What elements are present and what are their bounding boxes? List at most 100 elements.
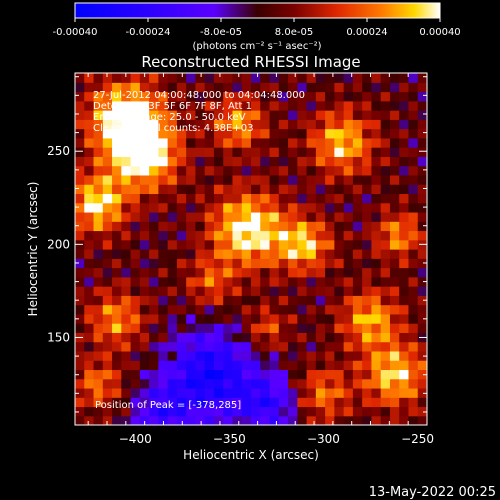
heatmap-cell bbox=[260, 286, 271, 296]
heatmap-cell bbox=[213, 73, 224, 83]
heatmap-cell bbox=[102, 415, 113, 425]
heatmap-cell bbox=[102, 267, 113, 278]
annotation-counts: Clean Total counts: 4.38E+03 bbox=[93, 123, 253, 134]
heatmap-cell bbox=[278, 304, 289, 315]
heatmap-cell bbox=[186, 110, 197, 120]
heatmap-cell bbox=[121, 82, 132, 93]
heatmap-cell bbox=[102, 230, 113, 241]
heatmap-cell bbox=[195, 128, 206, 139]
heatmap-cell bbox=[417, 406, 427, 417]
heatmap-cell bbox=[362, 387, 373, 398]
heatmap-cell bbox=[389, 147, 400, 157]
heatmap-cell bbox=[389, 341, 400, 352]
heatmap-cell bbox=[167, 211, 178, 222]
heatmap-cell bbox=[343, 202, 354, 213]
heatmap-cell bbox=[121, 276, 132, 287]
heatmap-cell bbox=[213, 156, 224, 167]
heatmap-cell bbox=[223, 286, 234, 296]
heatmap-cell bbox=[121, 147, 132, 157]
heatmap-cell bbox=[186, 267, 197, 278]
heatmap-cell bbox=[297, 82, 308, 93]
heatmap-cell bbox=[139, 341, 150, 352]
heatmap-cell bbox=[389, 397, 400, 408]
heatmap-cell bbox=[269, 193, 280, 204]
heatmap-cell bbox=[223, 313, 234, 324]
heatmap-cell bbox=[112, 184, 122, 195]
heatmap-cell bbox=[343, 211, 354, 222]
heatmap-cell bbox=[232, 286, 243, 296]
heatmap-cell bbox=[84, 230, 95, 241]
heatmap-cell bbox=[121, 369, 132, 380]
heatmap-cell bbox=[112, 147, 122, 157]
heatmap-cell bbox=[93, 350, 104, 361]
heatmap-cell bbox=[241, 258, 252, 269]
heatmap-cell bbox=[251, 156, 261, 167]
heatmap-cell bbox=[186, 230, 197, 241]
colorbar-tick-label: 0.00040 bbox=[419, 27, 460, 38]
heatmap-cell bbox=[186, 323, 197, 333]
heatmap-cell bbox=[121, 323, 132, 333]
heatmap-cell bbox=[204, 128, 215, 139]
heatmap-cell bbox=[167, 100, 178, 111]
heatmap-cell bbox=[334, 193, 345, 204]
heatmap-cell bbox=[186, 397, 197, 408]
heatmap-cell bbox=[204, 267, 215, 278]
heatmap-cell bbox=[297, 415, 308, 425]
heatmap-cell bbox=[195, 193, 206, 204]
heatmap-cell bbox=[315, 165, 326, 176]
heatmap-cell bbox=[149, 128, 159, 139]
heatmap-cell bbox=[362, 165, 373, 176]
heatmap-cell bbox=[186, 193, 197, 204]
heatmap-cell bbox=[149, 406, 159, 417]
heatmap-cell bbox=[288, 119, 298, 130]
heatmap-cell bbox=[232, 193, 243, 204]
heatmap-cell bbox=[389, 360, 400, 371]
heatmap-cell bbox=[371, 91, 382, 102]
heatmap-cell bbox=[139, 128, 150, 139]
heatmap-cell bbox=[112, 156, 122, 167]
heatmap-cell bbox=[232, 221, 243, 232]
heatmap-cell bbox=[149, 295, 159, 306]
heatmap-cell bbox=[176, 369, 187, 380]
heatmap-cell bbox=[195, 230, 206, 241]
heatmap-cell bbox=[158, 350, 169, 361]
heatmap-cell bbox=[389, 211, 400, 222]
heatmap-cell bbox=[232, 91, 243, 102]
heatmap-cell bbox=[93, 211, 104, 222]
heatmap-cells bbox=[75, 73, 427, 425]
y-axis: 150 200 250 bbox=[47, 76, 427, 413]
heatmap-cell bbox=[167, 193, 178, 204]
heatmap-cell bbox=[112, 378, 122, 389]
heatmap-cell bbox=[306, 184, 317, 195]
heatmap-cell bbox=[176, 313, 187, 324]
heatmap-cell bbox=[121, 156, 132, 167]
heatmap-cell bbox=[93, 147, 104, 157]
heatmap-cell bbox=[232, 258, 243, 269]
heatmap-cell bbox=[399, 304, 410, 315]
heatmap-cell bbox=[306, 276, 317, 287]
heatmap-cell bbox=[93, 332, 104, 343]
heatmap-cell bbox=[149, 286, 159, 296]
heatmap-cell bbox=[269, 406, 280, 417]
heatmap-cell bbox=[130, 184, 141, 195]
heatmap-cell bbox=[269, 202, 280, 213]
heatmap-cell bbox=[102, 286, 113, 296]
heatmap-cell bbox=[251, 276, 261, 287]
heatmap-cell bbox=[223, 276, 234, 287]
heatmap-cell bbox=[112, 128, 122, 139]
heatmap-cell bbox=[288, 82, 298, 93]
heatmap-cell bbox=[251, 313, 261, 324]
heatmap-cell bbox=[371, 313, 382, 324]
heatmap-cell bbox=[112, 323, 122, 333]
heatmap-cell bbox=[334, 156, 345, 167]
heatmap-cell bbox=[278, 313, 289, 324]
heatmap-cell bbox=[334, 110, 345, 120]
heatmap-cell bbox=[223, 202, 234, 213]
heatmap-cell bbox=[408, 239, 419, 250]
heatmap-cell bbox=[315, 267, 326, 278]
heatmap-cell bbox=[149, 165, 159, 176]
heatmap-cell bbox=[278, 387, 289, 398]
heatmap-cell bbox=[75, 91, 85, 102]
heatmap-cell bbox=[343, 165, 354, 176]
heatmap-cell bbox=[176, 258, 187, 269]
